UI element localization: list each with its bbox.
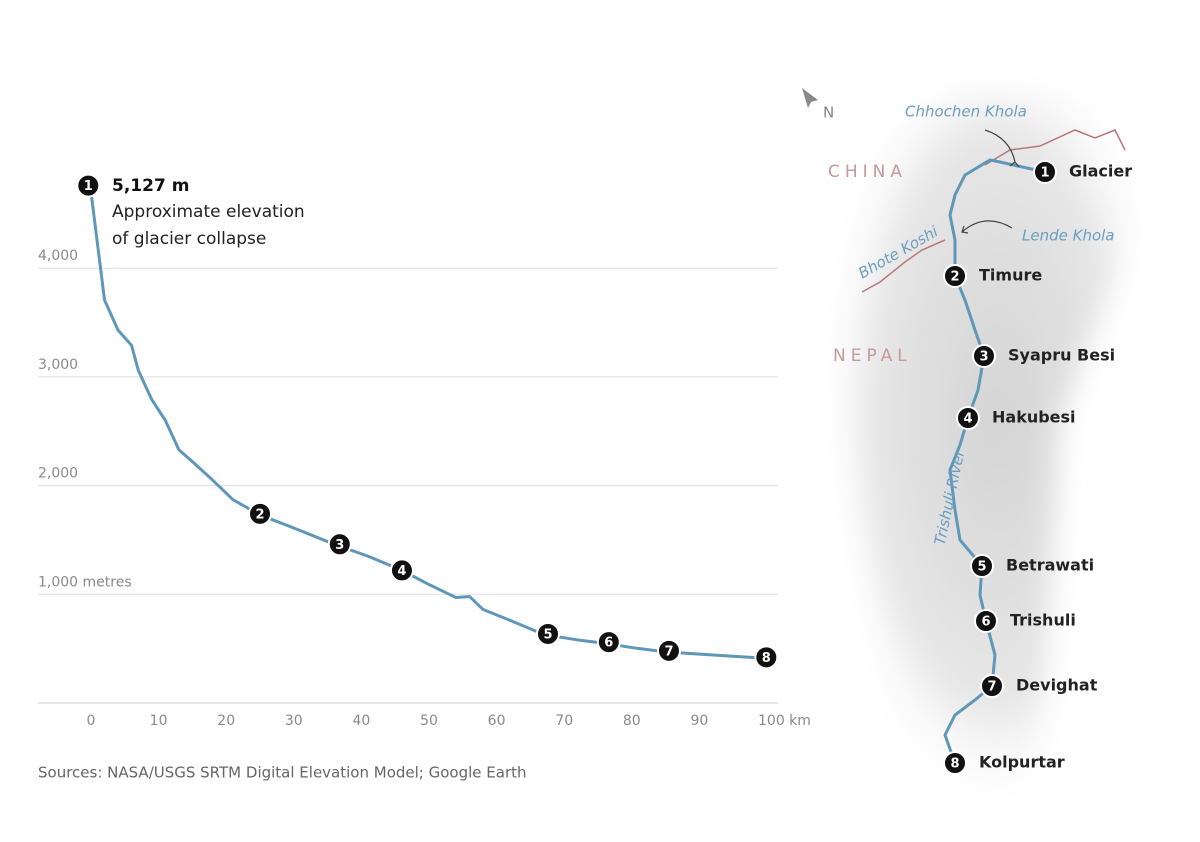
place-marker xyxy=(970,554,994,578)
y-tick-label: 1,000 metres xyxy=(38,574,132,590)
x-tick-label: 30 xyxy=(285,713,303,729)
marker-label: 1 xyxy=(84,179,93,194)
marker-label: 4 xyxy=(397,564,406,579)
compass-arrow xyxy=(802,88,818,108)
place-number: 7 xyxy=(987,680,996,695)
place-name: Timure xyxy=(979,266,1042,285)
x-tick-label: 0 xyxy=(87,713,96,729)
terrain xyxy=(835,90,1160,820)
compass: N xyxy=(823,104,834,122)
place-marker xyxy=(943,751,967,775)
marker xyxy=(76,173,101,198)
annotation-text: of glacier collapse xyxy=(112,229,266,249)
place-number: 1 xyxy=(1040,166,1049,181)
place-marker xyxy=(943,264,967,288)
place-name: Betrawati xyxy=(1006,556,1094,575)
place-marker xyxy=(956,406,980,430)
marker-label: 2 xyxy=(255,507,264,522)
x-tick-label: 10 xyxy=(150,713,168,729)
marker xyxy=(327,532,352,557)
place-marker xyxy=(980,674,1004,698)
country: NEPAL xyxy=(833,346,912,366)
place-number: 5 xyxy=(977,560,986,575)
y-tick-label: 3,000 xyxy=(38,357,78,373)
map: N CHINA NEPAL Chhochen Khola Lende Khola… xyxy=(802,88,1160,820)
place-number: 6 xyxy=(981,615,990,630)
place-number: 2 xyxy=(950,270,959,285)
arrow xyxy=(984,129,1020,168)
marker-label: 6 xyxy=(604,636,613,651)
arrow xyxy=(961,220,1013,234)
x-tick-label: 60 xyxy=(488,713,506,729)
place-name: Syapru Besi xyxy=(1008,346,1115,365)
river-label: Lende Khola xyxy=(1022,227,1115,245)
place-name: Kolpurtar xyxy=(979,753,1065,772)
x-tick-label: 20 xyxy=(217,713,235,729)
place-marker xyxy=(1033,160,1057,184)
place-name: Glacier xyxy=(1069,162,1132,181)
x-tick-label: 90 xyxy=(690,713,708,729)
place-number: 4 xyxy=(963,412,972,427)
border xyxy=(861,129,1126,293)
marker xyxy=(248,501,272,526)
marker-label: 8 xyxy=(762,651,771,666)
river-label: Chhochen Khola xyxy=(905,103,1027,121)
place-name: Devighat xyxy=(1016,676,1098,695)
marker xyxy=(656,638,681,663)
place-number: 8 xyxy=(950,757,959,772)
place-marker xyxy=(974,609,998,633)
x-tick-label: 100 km xyxy=(758,713,811,729)
marker-label: 5 xyxy=(543,627,552,642)
country: CHINA xyxy=(828,162,907,182)
place-name: Hakubesi xyxy=(992,408,1076,427)
x-tick-label: 40 xyxy=(352,713,370,729)
marker xyxy=(596,630,621,655)
elevation-line xyxy=(89,191,768,660)
y-tick-label: 4,000 xyxy=(38,248,78,264)
annotation-text: Approximate elevation xyxy=(112,202,305,222)
marker-label: 7 xyxy=(664,644,673,659)
x-tick-label: 80 xyxy=(623,713,641,729)
marker-label: 3 xyxy=(335,538,344,553)
y-tick-label: 2,000 xyxy=(38,466,78,482)
place-marker xyxy=(972,344,996,368)
x-tick-label: 50 xyxy=(420,713,438,729)
marker xyxy=(535,621,560,646)
marker xyxy=(389,558,414,583)
place-number: 3 xyxy=(979,350,988,365)
place-name: Trishuli xyxy=(1010,611,1076,630)
x-tick-label: 70 xyxy=(555,713,573,729)
annotation-title: 5,127 m xyxy=(112,176,189,196)
source: Sources: NASA/USGS SRTM Digital Elevatio… xyxy=(38,764,527,782)
marker xyxy=(754,645,779,670)
